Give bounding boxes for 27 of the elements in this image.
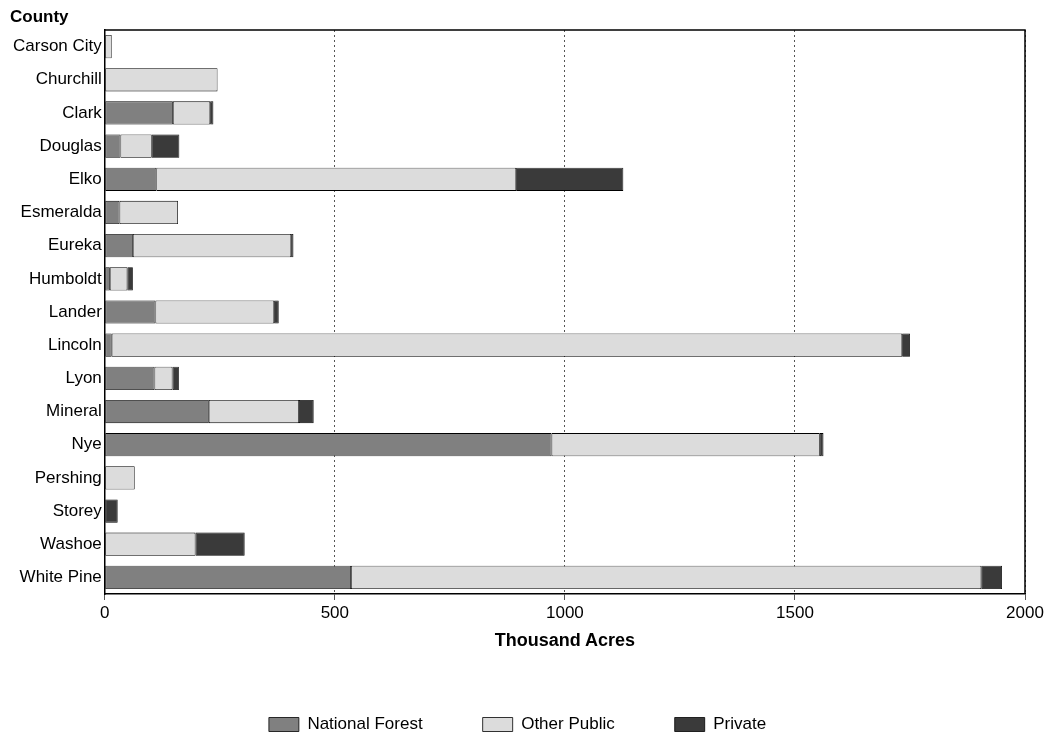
y-tick-label: Lander xyxy=(48,301,103,321)
x-tick-label: 500 xyxy=(320,602,350,622)
y-tick-label: Douglas xyxy=(39,135,102,155)
y-tick-label: Elko xyxy=(68,168,102,188)
y-tick-label: Pershing xyxy=(34,467,102,487)
x-axis-title: Thousand Acres xyxy=(494,630,636,651)
y-tick-label: Churchill xyxy=(35,69,102,89)
y-tick-label: Eureka xyxy=(47,235,103,255)
y-tick-label: White Pine xyxy=(19,567,102,587)
x-tick-label: 0 xyxy=(100,602,110,622)
y-tick-label: Washoe xyxy=(40,533,102,553)
x-tick-label: 1000 xyxy=(545,602,584,622)
legend-label: Other Public xyxy=(521,714,616,734)
y-tick-label: Lyon xyxy=(65,368,102,388)
y-tick-label: Mineral xyxy=(46,401,102,421)
y-tick-label: Clark xyxy=(62,102,103,122)
x-tick-label: 2000 xyxy=(1006,602,1044,622)
legend-label: Private xyxy=(713,714,767,734)
y-tick-label: Lincoln xyxy=(47,334,102,354)
y-tick-label: Esmeralda xyxy=(20,202,103,222)
y-tick-label: Nye xyxy=(71,434,102,454)
legend-label: National Forest xyxy=(307,714,423,734)
x-tick-label: 1500 xyxy=(776,602,814,622)
y-tick-label: Carson City xyxy=(12,36,103,56)
y-axis-title: County xyxy=(10,7,70,27)
y-tick-label: Humboldt xyxy=(29,268,103,288)
y-tick-label: Storey xyxy=(52,500,103,520)
